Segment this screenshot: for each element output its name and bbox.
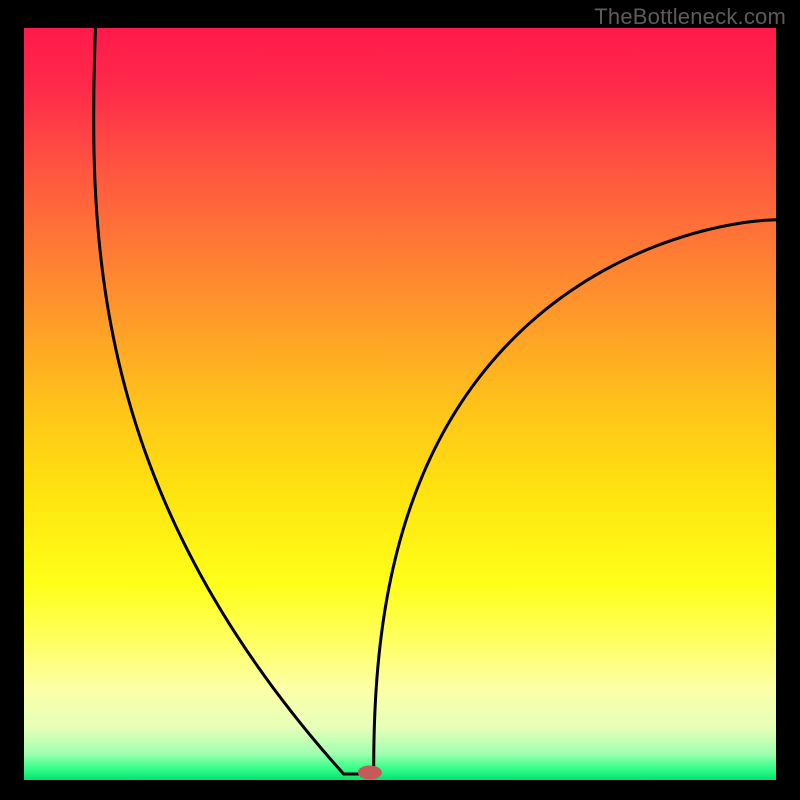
optimum-marker	[358, 765, 382, 779]
watermark-text: TheBottleneck.com	[594, 4, 786, 30]
chart-root: TheBottleneck.com	[0, 0, 800, 800]
plot-background	[24, 28, 776, 780]
chart-svg	[0, 0, 800, 800]
